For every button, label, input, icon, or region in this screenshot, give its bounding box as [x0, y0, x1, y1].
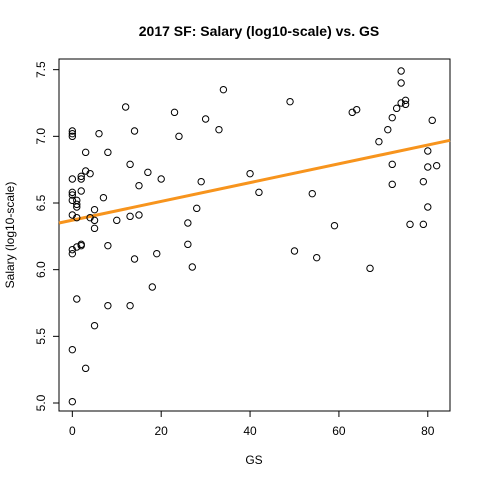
- data-point: [105, 302, 111, 308]
- data-point: [389, 181, 395, 187]
- y-tick-label: 5.0: [34, 394, 48, 411]
- data-point: [407, 221, 413, 227]
- data-point: [185, 220, 191, 226]
- y-axis: 5.0 5.5 6.0 6.5 7.0 7.5: [34, 61, 59, 411]
- data-point: [425, 148, 431, 154]
- data-point: [127, 213, 133, 219]
- data-point: [376, 138, 382, 144]
- data-point: [82, 365, 88, 371]
- data-point: [91, 225, 97, 231]
- data-point: [216, 126, 222, 132]
- y-axis-label: Salary (log10-scale): [3, 182, 17, 289]
- data-point: [247, 170, 253, 176]
- data-point: [149, 284, 155, 290]
- data-point: [100, 194, 106, 200]
- data-point: [433, 162, 439, 168]
- plot-frame: [59, 59, 450, 411]
- data-point: [198, 178, 204, 184]
- y-tick-label: 6.0: [34, 261, 48, 278]
- data-point: [154, 250, 160, 256]
- y-tick-label: 5.5: [34, 328, 48, 345]
- data-point: [96, 130, 102, 136]
- data-point: [136, 182, 142, 188]
- data-point: [420, 178, 426, 184]
- data-point: [114, 217, 120, 223]
- data-point: [127, 161, 133, 167]
- data-point: [202, 116, 208, 122]
- data-point: [74, 197, 80, 203]
- data-point: [314, 254, 320, 260]
- data-point: [158, 176, 164, 182]
- data-point: [398, 80, 404, 86]
- data-point: [82, 149, 88, 155]
- x-tick-label: 20: [155, 424, 169, 438]
- x-tick-label: 40: [243, 424, 257, 438]
- x-axis: 0 20 40 60 80: [69, 411, 435, 438]
- data-point: [131, 128, 137, 134]
- data-point: [309, 190, 315, 196]
- data-point: [220, 86, 226, 92]
- data-point: [131, 256, 137, 262]
- data-point: [91, 322, 97, 328]
- x-tick-label: 60: [332, 424, 346, 438]
- data-point: [91, 206, 97, 212]
- y-tick-label: 7.5: [34, 61, 48, 78]
- data-point: [176, 133, 182, 139]
- x-axis-label: GS: [245, 453, 262, 467]
- y-tick-label: 7.0: [34, 128, 48, 145]
- data-point: [185, 241, 191, 247]
- data-point: [189, 264, 195, 270]
- data-point: [127, 302, 133, 308]
- data-point: [105, 242, 111, 248]
- points-layer: [69, 68, 440, 405]
- data-point: [78, 188, 84, 194]
- data-point: [367, 265, 373, 271]
- data-point: [389, 114, 395, 120]
- data-point: [105, 149, 111, 155]
- x-tick-label: 0: [69, 424, 76, 438]
- data-point: [420, 221, 426, 227]
- data-point: [256, 189, 262, 195]
- data-point: [171, 109, 177, 115]
- chart-title: 2017 SF: Salary (log10-scale) vs. GS: [139, 23, 379, 39]
- data-point: [122, 104, 128, 110]
- data-point: [69, 176, 75, 182]
- data-point: [425, 164, 431, 170]
- data-point: [425, 204, 431, 210]
- data-point: [145, 169, 151, 175]
- data-point: [69, 398, 75, 404]
- data-point: [291, 248, 297, 254]
- data-point: [287, 98, 293, 104]
- data-point: [194, 205, 200, 211]
- data-point: [393, 105, 399, 111]
- data-point: [389, 161, 395, 167]
- x-tick-label: 80: [421, 424, 435, 438]
- data-point: [69, 346, 75, 352]
- data-point: [331, 222, 337, 228]
- data-point: [429, 117, 435, 123]
- data-point: [136, 212, 142, 218]
- y-tick-label: 6.5: [34, 194, 48, 211]
- data-point: [74, 296, 80, 302]
- data-point: [385, 126, 391, 132]
- data-point: [398, 68, 404, 74]
